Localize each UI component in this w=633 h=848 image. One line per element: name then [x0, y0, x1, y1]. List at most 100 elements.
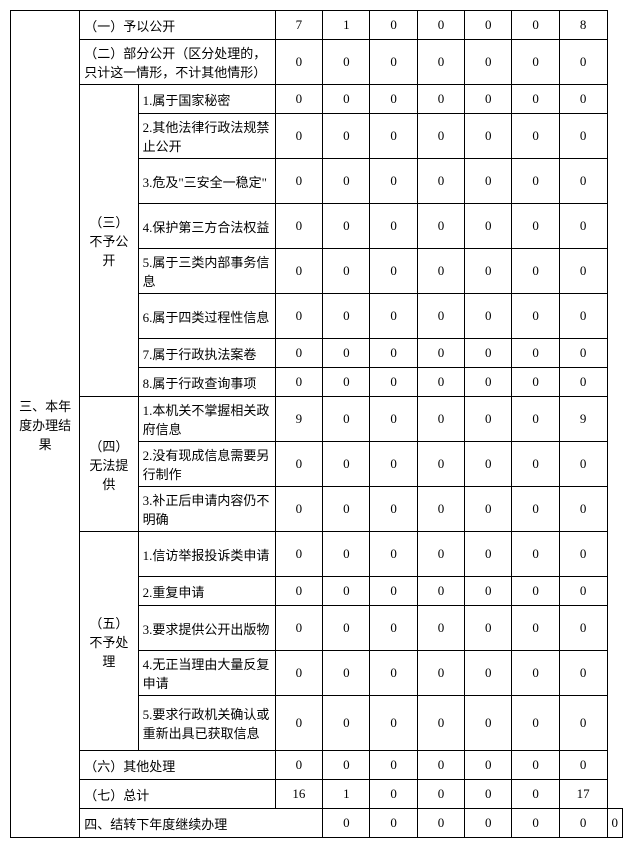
cell: 0	[512, 294, 559, 339]
cell: 0	[323, 809, 370, 838]
cell: 1	[323, 780, 370, 809]
gov-info-table: 三、本年度办理结果 （一）予以公开 7 1 0 0 0 0 8 （二）部分公开（…	[10, 10, 623, 838]
table-row: 三、本年度办理结果 （一）予以公开 7 1 0 0 0 0 8	[11, 11, 623, 40]
cell: 0	[512, 11, 559, 40]
item-label: 3.危及"三安全一稳定"	[138, 159, 275, 204]
cell: 0	[275, 442, 323, 487]
cell: 0	[370, 339, 417, 368]
item-label: 8.属于行政查询事项	[138, 368, 275, 397]
cell: 0	[607, 809, 623, 838]
cell: 0	[465, 442, 512, 487]
cell: 0	[275, 532, 323, 577]
cell: 0	[559, 159, 607, 204]
cell: 0	[512, 40, 559, 85]
cell: 7	[275, 11, 323, 40]
cell: 9	[275, 397, 323, 442]
table-row: （四）无法提供 1.本机关不掌握相关政府信息 9000009	[11, 397, 623, 442]
cell: 0	[323, 751, 370, 780]
cell: 0	[512, 85, 559, 114]
cell: 0	[559, 442, 607, 487]
cell: 0	[323, 487, 370, 532]
group-label: （三）不予公开	[80, 85, 138, 397]
cell: 0	[275, 751, 323, 780]
cell: 0	[417, 751, 464, 780]
cell: 0	[559, 577, 607, 606]
cell: 0	[512, 751, 559, 780]
cell: 0	[370, 487, 417, 532]
item-label: 4.无正当理由大量反复申请	[138, 651, 275, 696]
cell: 0	[370, 368, 417, 397]
cell: 0	[512, 696, 559, 751]
cell: 0	[512, 651, 559, 696]
cell: 0	[370, 651, 417, 696]
cell: 0	[465, 780, 512, 809]
cell: 0	[512, 368, 559, 397]
cell: 0	[512, 780, 559, 809]
cell: 0	[370, 249, 417, 294]
cell: 0	[323, 40, 370, 85]
cell: 0	[417, 651, 464, 696]
cell: 9	[559, 397, 607, 442]
item-label: 1.信访举报投诉类申请	[138, 532, 275, 577]
cell: 0	[465, 249, 512, 294]
cell: 0	[370, 780, 417, 809]
cell: 0	[323, 114, 370, 159]
cell: 0	[465, 204, 512, 249]
cell: 0	[323, 85, 370, 114]
cell: 0	[275, 487, 323, 532]
table-row: 四、结转下年度继续办理 0000000	[11, 809, 623, 838]
cell: 0	[512, 159, 559, 204]
section3-title: 三、本年度办理结果	[11, 11, 80, 838]
table-row: （三）不予公开 1.属于国家秘密 0000000	[11, 85, 623, 114]
cell: 0	[275, 577, 323, 606]
row-label: （六）其他处理	[80, 751, 275, 780]
cell: 0	[275, 294, 323, 339]
cell: 0	[370, 751, 417, 780]
item-label: 1.本机关不掌握相关政府信息	[138, 397, 275, 442]
item-label: 5.要求行政机关确认或重新出具已获取信息	[138, 696, 275, 751]
cell: 0	[559, 294, 607, 339]
cell: 0	[417, 368, 464, 397]
cell: 0	[417, 780, 464, 809]
cell: 0	[417, 442, 464, 487]
cell: 0	[465, 294, 512, 339]
group-label: （四）无法提供	[80, 397, 138, 532]
item-label: 1.属于国家秘密	[138, 85, 275, 114]
cell: 0	[465, 85, 512, 114]
cell: 0	[465, 40, 512, 85]
cell: 0	[512, 442, 559, 487]
cell: 0	[417, 204, 464, 249]
item-label: 2.其他法律行政法规禁止公开	[138, 114, 275, 159]
cell: 0	[323, 368, 370, 397]
cell: 0	[275, 204, 323, 249]
cell: 0	[417, 606, 464, 651]
cell: 0	[417, 696, 464, 751]
cell: 0	[559, 339, 607, 368]
cell: 0	[559, 40, 607, 85]
cell: 0	[370, 114, 417, 159]
cell: 0	[417, 40, 464, 85]
cell: 0	[370, 442, 417, 487]
cell: 0	[417, 532, 464, 577]
cell: 0	[323, 606, 370, 651]
cell: 0	[370, 11, 417, 40]
cell: 0	[370, 159, 417, 204]
cell: 0	[417, 159, 464, 204]
cell: 0	[417, 397, 464, 442]
cell: 0	[559, 204, 607, 249]
cell: 0	[323, 339, 370, 368]
item-label: 3.要求提供公开出版物	[138, 606, 275, 651]
cell: 0	[275, 40, 323, 85]
cell: 0	[323, 249, 370, 294]
cell: 0	[417, 294, 464, 339]
table-row: （六）其他处理 0000000	[11, 751, 623, 780]
cell: 0	[465, 577, 512, 606]
cell: 0	[417, 11, 464, 40]
cell: 0	[512, 577, 559, 606]
cell: 0	[323, 696, 370, 751]
cell: 0	[559, 651, 607, 696]
item-label: 4.保护第三方合法权益	[138, 204, 275, 249]
cell: 0	[559, 487, 607, 532]
cell: 0	[512, 249, 559, 294]
cell: 0	[275, 696, 323, 751]
